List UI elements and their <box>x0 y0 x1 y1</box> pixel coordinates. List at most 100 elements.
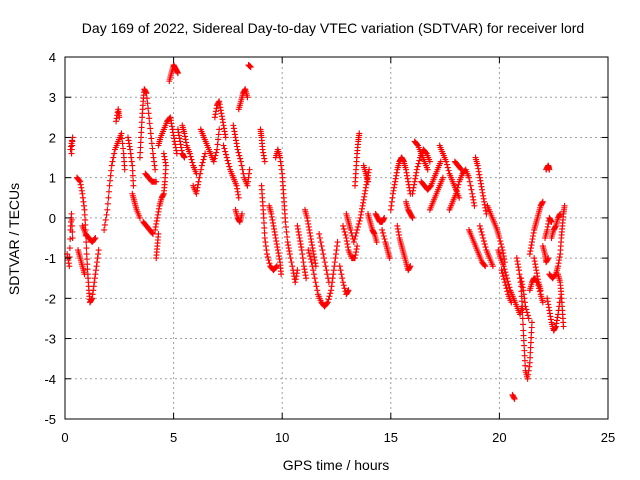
y-tick-label: -1 <box>44 251 56 266</box>
data-point <box>427 183 434 190</box>
data-point <box>480 235 487 241</box>
data-point <box>465 174 472 181</box>
data-point <box>356 217 363 224</box>
data-point <box>552 272 559 279</box>
data-point <box>522 362 529 369</box>
data-point <box>95 247 102 254</box>
data-point <box>527 344 534 351</box>
data-point <box>136 214 143 221</box>
data-point <box>306 253 313 260</box>
data-point <box>138 129 145 136</box>
data-point <box>121 166 128 173</box>
data-point <box>354 243 361 250</box>
data-point <box>283 228 290 235</box>
data-point <box>379 229 386 236</box>
data-point <box>76 177 83 184</box>
data-point <box>444 161 450 168</box>
y-tick-label: 4 <box>49 50 56 65</box>
x-axis-ticks: 0 5 10 15 20 25 <box>61 57 615 445</box>
data-point <box>504 278 511 285</box>
data-point <box>340 222 347 229</box>
data-point <box>502 282 509 289</box>
data-point <box>148 135 155 142</box>
data-point <box>518 298 525 305</box>
data-point <box>306 250 313 257</box>
y-tick-label: 1 <box>49 171 56 186</box>
data-point <box>310 267 317 274</box>
data-point <box>505 281 512 288</box>
data-point <box>496 235 503 241</box>
data-point <box>103 211 110 218</box>
data-point <box>416 157 423 164</box>
data-point <box>316 235 323 241</box>
y-tick-label: 3 <box>49 90 56 105</box>
data-point <box>497 238 504 245</box>
data-point <box>481 241 488 248</box>
data-point <box>66 254 73 261</box>
data-point <box>322 263 329 270</box>
data-point <box>81 271 88 278</box>
data-point <box>520 332 527 339</box>
data-point <box>527 354 534 361</box>
data-point <box>222 151 229 158</box>
data-point <box>83 239 90 246</box>
data-point <box>102 216 109 223</box>
data-point <box>519 315 526 322</box>
data-point <box>68 216 75 223</box>
data-point <box>528 329 535 336</box>
data-point <box>445 167 452 174</box>
data-point <box>84 266 91 273</box>
data-point <box>201 153 208 160</box>
y-axis-ticks: -5 -4 -3 -2 -1 0 1 2 3 4 <box>44 50 608 427</box>
data-point <box>316 230 323 237</box>
data-point <box>310 271 317 278</box>
data-point <box>325 275 332 282</box>
data-point <box>321 255 328 262</box>
data-point <box>215 131 222 138</box>
data-point <box>422 149 429 156</box>
data-point <box>138 134 145 141</box>
data-point <box>137 149 144 156</box>
data-point <box>352 232 359 239</box>
data-point <box>539 198 546 205</box>
data-point <box>239 166 246 173</box>
data-point <box>338 271 345 278</box>
plot-frame <box>64 56 609 420</box>
x-tick-label: 0 <box>61 430 68 445</box>
data-point <box>312 279 319 286</box>
data-point <box>226 163 233 170</box>
data-point <box>323 300 330 307</box>
data-point <box>129 162 136 169</box>
data-point <box>149 145 156 152</box>
data-point <box>138 124 145 131</box>
data-point <box>110 154 117 161</box>
data-point <box>68 150 75 157</box>
chart-title: Day 169 of 2022, Sidereal Day-to-day VTE… <box>82 20 584 36</box>
data-point <box>236 152 243 159</box>
data-point <box>354 223 361 230</box>
data-point <box>273 263 280 270</box>
data-point <box>261 224 268 231</box>
data-point <box>214 141 221 148</box>
data-point <box>444 164 451 171</box>
data-point <box>503 285 510 292</box>
data-point <box>413 166 420 173</box>
data-point <box>321 259 328 266</box>
data-point <box>261 219 268 226</box>
data-point <box>137 144 144 151</box>
x-tick-label: 15 <box>384 430 398 445</box>
data-point <box>108 167 115 174</box>
data-point <box>286 251 293 258</box>
data-point <box>91 236 98 243</box>
data-point <box>173 150 180 157</box>
data-point <box>308 259 315 266</box>
data-point <box>381 214 388 221</box>
data-point <box>215 136 222 143</box>
data-point <box>278 271 285 278</box>
data-point <box>489 263 496 270</box>
data-point <box>500 263 507 270</box>
data-point <box>453 187 460 194</box>
data-point <box>320 251 327 258</box>
data-point <box>476 222 483 229</box>
data-point <box>145 105 152 112</box>
